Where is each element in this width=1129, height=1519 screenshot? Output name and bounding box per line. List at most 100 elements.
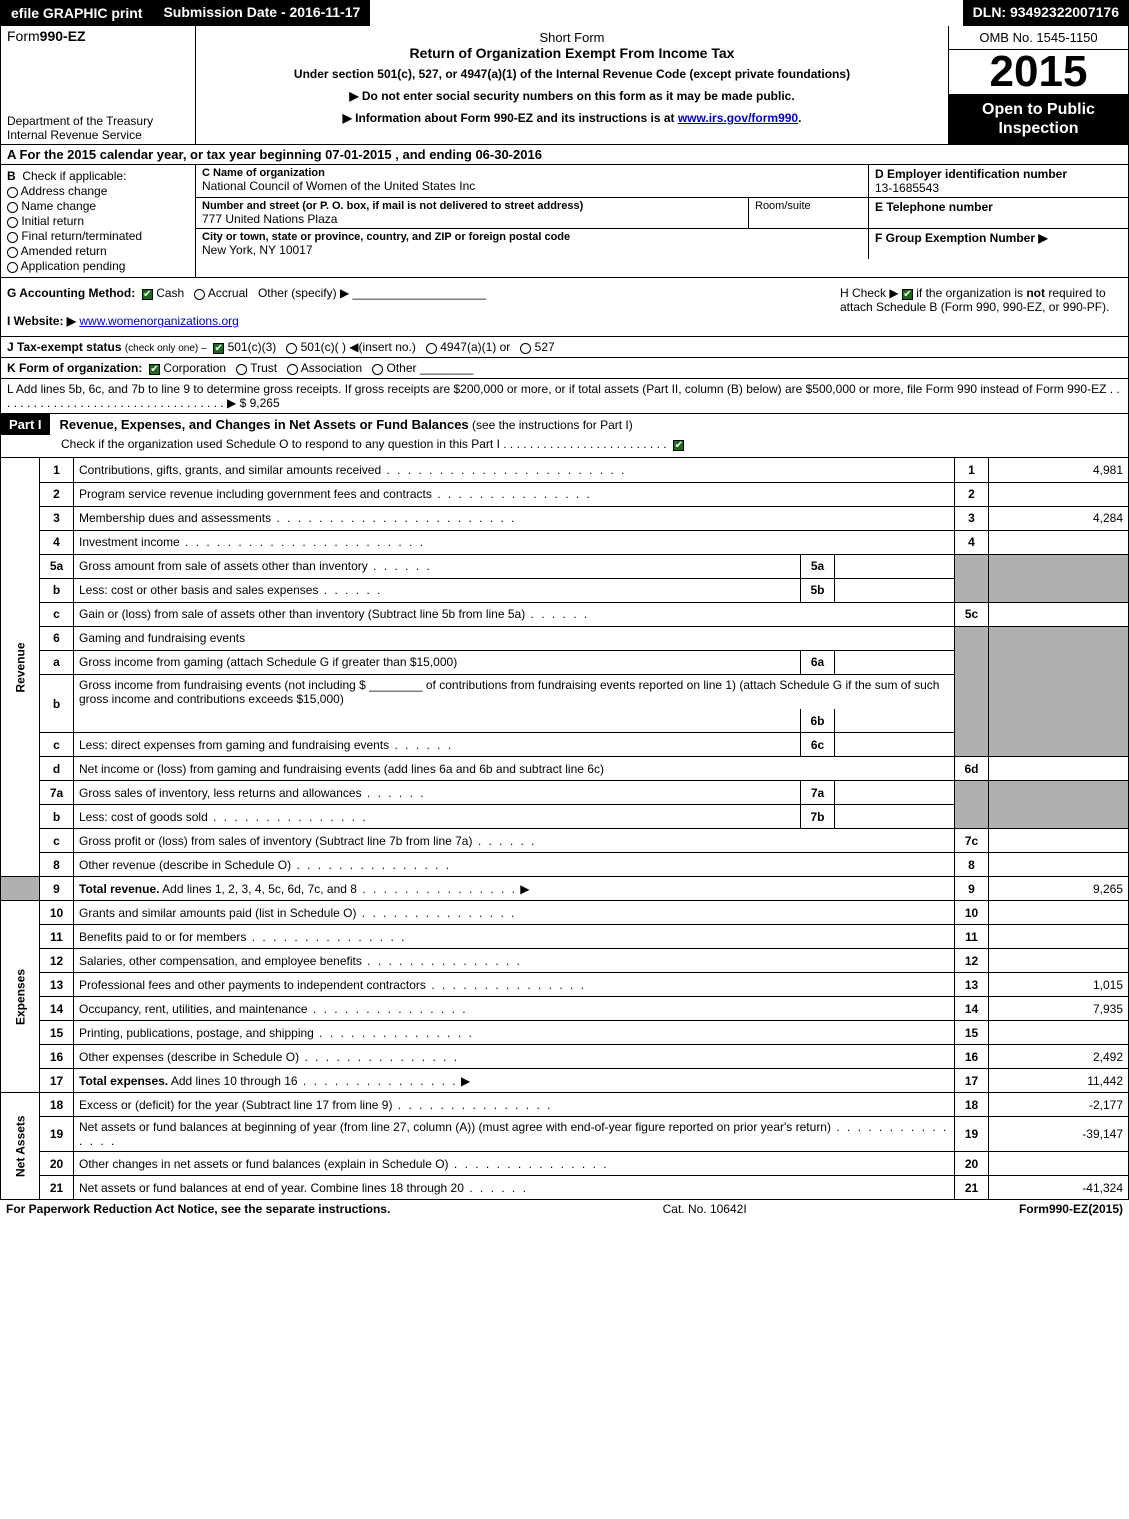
efile-print-button[interactable]: efile GRAPHIC print: [0, 0, 153, 26]
i-label: I Website: ▶: [7, 314, 76, 328]
l21-rno: 21: [955, 1176, 989, 1200]
l4-val: [989, 530, 1129, 554]
l20-no: 20: [40, 1152, 74, 1176]
l14-no: 14: [40, 997, 74, 1021]
l7c-rno: 7c: [955, 829, 989, 853]
radio-other-org[interactable]: [372, 364, 383, 375]
radio-accrual[interactable]: [194, 289, 205, 300]
footer-left: For Paperwork Reduction Act Notice, see …: [6, 1202, 390, 1216]
l5c-val: [989, 602, 1129, 626]
radio-initial-return[interactable]: [7, 217, 18, 228]
checkbox-h[interactable]: ✔: [902, 289, 913, 300]
l6d-no: d: [40, 757, 74, 781]
row-15: 15 Printing, publications, postage, and …: [1, 1021, 1129, 1045]
l1-desc: Contributions, gifts, grants, and simila…: [74, 458, 955, 482]
row-4: 4 Investment income 4: [1, 530, 1129, 554]
l2-no: 2: [40, 482, 74, 506]
l16-no: 16: [40, 1045, 74, 1069]
f-label: F Group Exemption Number ▶: [875, 231, 1122, 245]
l17-no: 17: [40, 1069, 74, 1093]
row-21: 21 Net assets or fund balances at end of…: [1, 1176, 1129, 1200]
l6b-desc1: Gross income from fundraising events (no…: [79, 678, 366, 692]
l11-desc: Benefits paid to or for members: [79, 930, 406, 944]
radio-address-change[interactable]: [7, 187, 18, 198]
section-a-pre: A For the 2015 calendar year, or tax yea…: [7, 147, 325, 162]
radio-name-change[interactable]: [7, 202, 18, 213]
l7b-sval: [835, 805, 955, 829]
addr-value: 777 United Nations Plaza: [202, 212, 742, 226]
part1-sub-text: Check if the organization used Schedule …: [61, 437, 667, 451]
l18-no: 18: [40, 1093, 74, 1117]
j-note: (check only one) –: [125, 343, 207, 354]
radio-app-pending[interactable]: [7, 262, 18, 273]
city-label: City or town, state or province, country…: [202, 231, 862, 243]
checkbox-501c3[interactable]: ✔: [213, 343, 224, 354]
l9-desc-bold: Total revenue.: [79, 882, 159, 896]
row-1: Revenue 1 Contributions, gifts, grants, …: [1, 458, 1129, 482]
l13-no: 13: [40, 973, 74, 997]
radio-final-return[interactable]: [7, 232, 18, 243]
row-2: 2 Program service revenue including gove…: [1, 482, 1129, 506]
c-label: C Name of organization: [202, 167, 862, 179]
radio-amended[interactable]: [7, 247, 18, 258]
l2-val: [989, 482, 1129, 506]
l6b-sno: 6b: [801, 709, 835, 733]
l8-desc: Other revenue (describe in Schedule O): [79, 858, 451, 872]
l7a-sval: [835, 781, 955, 805]
l6-rno-shade: [955, 626, 989, 757]
dept-treasury: Department of the Treasury Internal Reve…: [7, 114, 189, 142]
j-label: J Tax-exempt status: [7, 340, 122, 354]
l17-val: 11,442: [989, 1069, 1129, 1093]
radio-4947[interactable]: [426, 343, 437, 354]
row-5c: c Gain or (loss) from sale of assets oth…: [1, 602, 1129, 626]
l3-val: 4,284: [989, 506, 1129, 530]
checkbox-cash[interactable]: ✔: [142, 289, 153, 300]
l20-val: [989, 1152, 1129, 1176]
checkbox-schedule-o[interactable]: ✔: [673, 440, 684, 451]
l15-val: [989, 1021, 1129, 1045]
website-link[interactable]: www.womenorganizations.org: [79, 314, 238, 328]
l18-val: -2,177: [989, 1093, 1129, 1117]
radio-trust[interactable]: [236, 364, 247, 375]
l6a-sval: [835, 650, 955, 674]
radio-527[interactable]: [520, 343, 531, 354]
irs-link[interactable]: www.irs.gov/form990: [678, 111, 798, 125]
i-website: I Website: ▶ www.womenorganizations.org: [7, 314, 832, 328]
note-info: ▶ Information about Form 990-EZ and its …: [204, 111, 940, 125]
l12-desc: Salaries, other compensation, and employ…: [79, 954, 522, 968]
l11-no: 11: [40, 925, 74, 949]
footer-form: 990-EZ: [1049, 1202, 1088, 1216]
l8-no: 8: [40, 853, 74, 877]
form-title: Return of Organization Exempt From Incom…: [204, 45, 940, 61]
row-12: 12 Salaries, other compensation, and emp…: [1, 949, 1129, 973]
row-14: 14 Occupancy, rent, utilities, and maint…: [1, 997, 1129, 1021]
l21-val: -41,324: [989, 1176, 1129, 1200]
radio-assoc[interactable]: [287, 364, 298, 375]
l7a-desc: Gross sales of inventory, less returns a…: [79, 786, 426, 800]
form-header: Form990-EZ Department of the Treasury In…: [0, 26, 1129, 145]
row-20: 20 Other changes in net assets or fund b…: [1, 1152, 1129, 1176]
l5b-no: b: [40, 578, 74, 602]
l6b-sval: [835, 709, 955, 733]
l5c-no: c: [40, 602, 74, 626]
l-text: L Add lines 5b, 6c, and 7b to line 9 to …: [7, 382, 1120, 410]
l21-no: 21: [40, 1176, 74, 1200]
header-left: Form990-EZ Department of the Treasury In…: [1, 26, 196, 144]
checkbox-corp[interactable]: ✔: [149, 364, 160, 375]
b-opt-pending: Application pending: [21, 259, 126, 273]
l6c-desc: Less: direct expenses from gaming and fu…: [79, 738, 453, 752]
section-k: K Form of organization: ✔ Corporation Tr…: [0, 358, 1129, 379]
l7c-val: [989, 829, 1129, 853]
radio-501c[interactable]: [286, 343, 297, 354]
l5a-sval: [835, 554, 955, 578]
row-16: 16 Other expenses (describe in Schedule …: [1, 1045, 1129, 1069]
l14-val: 7,935: [989, 997, 1129, 1021]
l5ab-rval-shade: [989, 554, 1129, 602]
l4-no: 4: [40, 530, 74, 554]
l6a-desc: Gross income from gaming (attach Schedul…: [74, 650, 801, 674]
l18-rno: 18: [955, 1093, 989, 1117]
row-8: 8 Other revenue (describe in Schedule O)…: [1, 853, 1129, 877]
b-checkif: Check if applicable:: [22, 169, 126, 183]
h-not: not: [1026, 286, 1045, 300]
b-opt-final: Final return/terminated: [21, 229, 142, 243]
